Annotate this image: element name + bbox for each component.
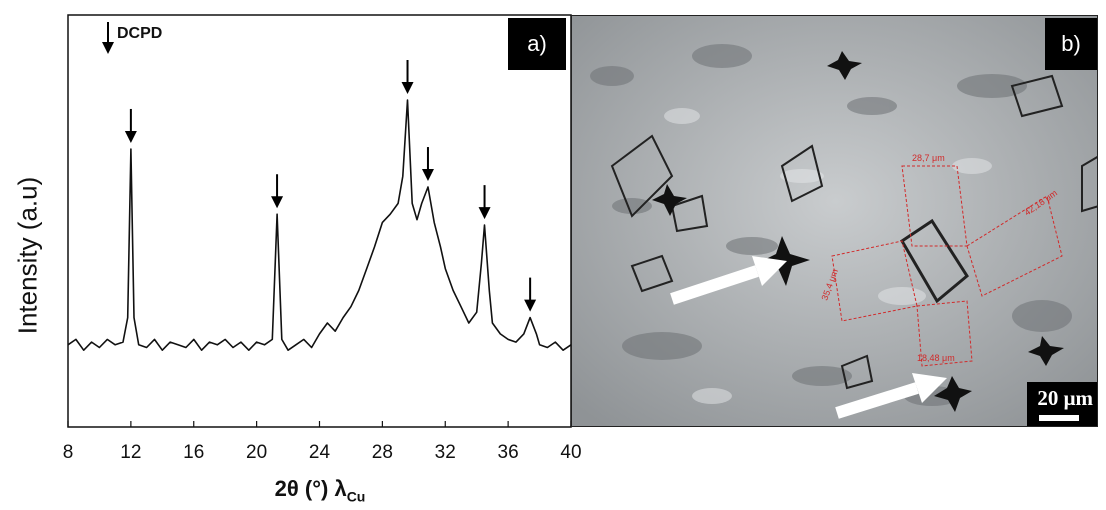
x-tick-label: 32 — [435, 442, 456, 463]
measurement-label: 28,7 μm — [912, 153, 945, 163]
x-tick-label: 40 — [560, 442, 581, 463]
scale-bar-label: 20 μm — [1037, 386, 1093, 410]
x-tick-label: 16 — [183, 442, 204, 463]
y-axis-label: Intensity (a.u) — [12, 176, 43, 334]
legend-arrow-icon — [102, 22, 114, 54]
x-tick-label: 20 — [246, 442, 267, 463]
x-axis-label: 2θ (°) λCu — [274, 476, 366, 505]
scale-bar-box: 20 μm — [1027, 382, 1097, 426]
measurement-label: 18,48 μm — [917, 353, 955, 363]
plot-frame — [67, 14, 572, 428]
x-axis-ticks — [67, 421, 572, 427]
scale-bar — [1039, 415, 1079, 421]
legend-label: DCPD — [117, 25, 163, 42]
x-tick-label: 36 — [498, 442, 519, 463]
x-tick-label: 28 — [372, 442, 393, 463]
peak-arrow-icon — [421, 147, 434, 182]
x-tick-label: 24 — [309, 442, 331, 463]
white-arrow-icon — [670, 256, 787, 305]
xrd-series-line — [67, 99, 572, 351]
x-tick-label: 12 — [120, 442, 141, 463]
peak-arrow-icon — [271, 174, 284, 209]
panel-label-a: a) — [508, 18, 566, 70]
peak-markers — [124, 60, 537, 312]
white-arrow-icon — [835, 373, 947, 419]
micrograph-drawing: 28,7 μm 42,18 μm 35,4 μm 18,48 μm — [572, 16, 1097, 426]
panel-label-b: b) — [1045, 18, 1097, 70]
peak-arrow-icon — [401, 60, 414, 94]
x-axis-tick-labels: 8 12 16 20 24 28 32 36 40 — [63, 442, 582, 463]
peak-arrow-icon — [524, 277, 537, 312]
x-tick-label: 8 — [63, 442, 74, 463]
peak-arrow-icon — [124, 108, 137, 143]
micrograph-image: 28,7 μm 42,18 μm 35,4 μm 18,48 μm b) 20 … — [571, 15, 1098, 427]
peak-arrow-icon — [478, 185, 491, 220]
